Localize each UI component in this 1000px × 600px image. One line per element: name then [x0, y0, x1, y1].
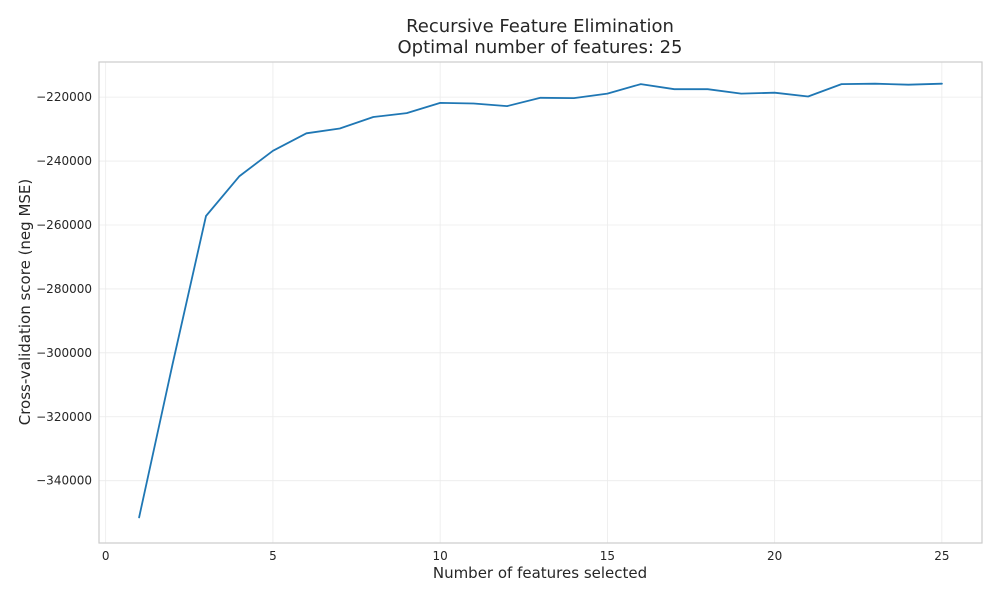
x-tick-label: 25 — [934, 549, 949, 563]
chart-title: Recursive Feature Elimination — [406, 16, 674, 37]
x-axis-ticks: 0 5 10 15 20 25 — [102, 549, 950, 563]
y-tick-label: −300000 — [36, 346, 92, 360]
x-axis-label: Number of features selected — [433, 564, 647, 582]
x-tick-label: 10 — [433, 549, 448, 563]
chart-subtitle: Optimal number of features: 25 — [397, 37, 682, 58]
grid — [99, 62, 982, 543]
x-tick-label: 15 — [600, 549, 615, 563]
x-tick-label: 5 — [269, 549, 277, 563]
y-tick-label: −340000 — [36, 474, 92, 488]
plot-frame — [98, 61, 983, 544]
y-tick-label: −240000 — [36, 154, 92, 168]
y-tick-label: −220000 — [36, 90, 92, 104]
x-tick-label: 0 — [102, 549, 110, 563]
y-tick-label: −320000 — [36, 410, 92, 424]
y-axis-label: Cross-validation score (neg MSE) — [16, 179, 34, 426]
x-tick-label: 20 — [767, 549, 782, 563]
y-axis-ticks: −340000 −320000 −300000 −280000 −260000 −2400… — [36, 90, 92, 488]
series-layer — [138, 82, 943, 519]
y-tick-label: −260000 — [36, 218, 92, 232]
y-tick-label: −280000 — [36, 282, 92, 296]
series-line — [138, 82, 943, 519]
